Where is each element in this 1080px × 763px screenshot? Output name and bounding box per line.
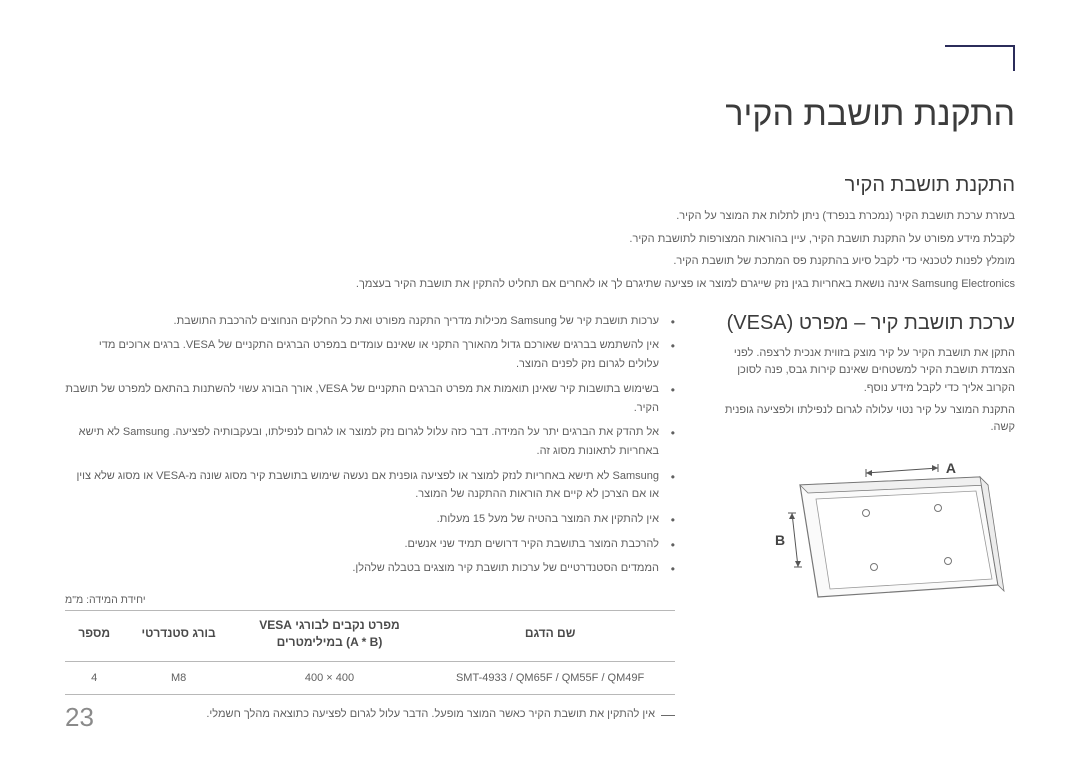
- vesa-right-column: ערכת תושבת קיר – מפרט (VESA) התקן את תוש…: [715, 312, 1015, 724]
- bullets-left-column: ערכות תושבת קיר של Samsung מכילות מדריך …: [65, 312, 675, 724]
- intro-line: Samsung Electronics אינה נושאת באחריות ב…: [65, 275, 1015, 294]
- footnote-text: אין להתקין את תושבת הקיר כאשר המוצר מופע…: [206, 705, 655, 724]
- list-item: ערכות תושבת קיר של Samsung מכילות מדריך …: [65, 312, 675, 331]
- col-header-vesa: מפרט נקבים לבורגי VESA (A * B) במילימטרי…: [234, 611, 425, 662]
- page-main-title: התקנת תושבת הקיר: [65, 95, 1015, 134]
- col-header-screw: בורג סטנדרטי: [123, 611, 233, 662]
- list-item: הממדים הסטנדרטיים של ערכות תושבת קיר מוצ…: [65, 559, 675, 578]
- table-row: שם הדגם מפרט נקבים לבורגי VESA (A * B) ב…: [65, 611, 675, 662]
- cell-model: SMT-4933 / QM65F / QM55F / QM49F: [425, 661, 675, 694]
- corner-accent-decor: [945, 45, 1015, 59]
- list-item: אין להתקין את המוצר בהטיה של מעל 15 מעלו…: [65, 510, 675, 529]
- intro-line: לקבלת מידע מפורט על התקנת תושבת הקיר, עי…: [65, 230, 1015, 249]
- diagram-label-a: A: [946, 460, 956, 476]
- vesa-diagram: A B: [770, 455, 1005, 610]
- list-item: Samsung לא תישא באחריות לנזק למוצר או לפ…: [65, 467, 675, 504]
- list-item: אל תהדק את הברגים יתר על המידה. דבר כזה …: [65, 423, 675, 460]
- two-column-layout: ערכת תושבת קיר – מפרט (VESA) התקן את תוש…: [65, 312, 1015, 724]
- cell-count: 4: [65, 661, 123, 694]
- vesa-note: התקנת המוצר על קיר נטוי עלולה לגרום לנפי…: [715, 402, 1015, 437]
- cell-screw: M8: [123, 661, 233, 694]
- col-header-model: שם הדגם: [425, 611, 675, 662]
- intro-line: מומלץ לפנות לטכנאי כדי לקבל סיוע בהתקנת …: [65, 252, 1015, 271]
- list-item: להרכבת המוצר בתושבת הקיר דרושים תמיד שני…: [65, 535, 675, 554]
- section-title-vesa: ערכת תושבת קיר – מפרט (VESA): [715, 312, 1015, 335]
- manual-page: התקנת תושבת הקיר התקנת תושבת הקיר בעזרת …: [0, 0, 1080, 763]
- vesa-note: התקן את תושבת הקיר על קיר מוצק בזווית אנ…: [715, 345, 1015, 398]
- section-title-install: התקנת תושבת הקיר: [65, 174, 1015, 197]
- list-item: אין להשתמש בברגים שאורכם גדול מהאורך התק…: [65, 336, 675, 373]
- col-header-count: מספר: [65, 611, 123, 662]
- page-number: 23: [65, 702, 94, 733]
- unit-of-measure-note: יחידת המידה: מ"מ: [65, 594, 675, 606]
- spec-bullet-list: ערכות תושבת קיר של Samsung מכילות מדריך …: [65, 312, 675, 578]
- footnote: ― אין להתקין את תושבת הקיר כאשר המוצר מו…: [65, 705, 675, 725]
- list-item: בשימוש בתושבות קיר שאינן תואמות את מפרט …: [65, 380, 675, 417]
- table-row: SMT-4933 / QM65F / QM55F / QM49F 400 × 4…: [65, 661, 675, 694]
- intro-line: בעזרת ערכת תושבת הקיר (נמכרת בנפרד) ניתן…: [65, 207, 1015, 226]
- footnote-dash-icon: ―: [661, 705, 675, 725]
- cell-vesa: 400 × 400: [234, 661, 425, 694]
- vesa-spec-table: שם הדגם מפרט נקבים לבורגי VESA (A * B) ב…: [65, 610, 675, 695]
- diagram-label-b: B: [775, 532, 785, 548]
